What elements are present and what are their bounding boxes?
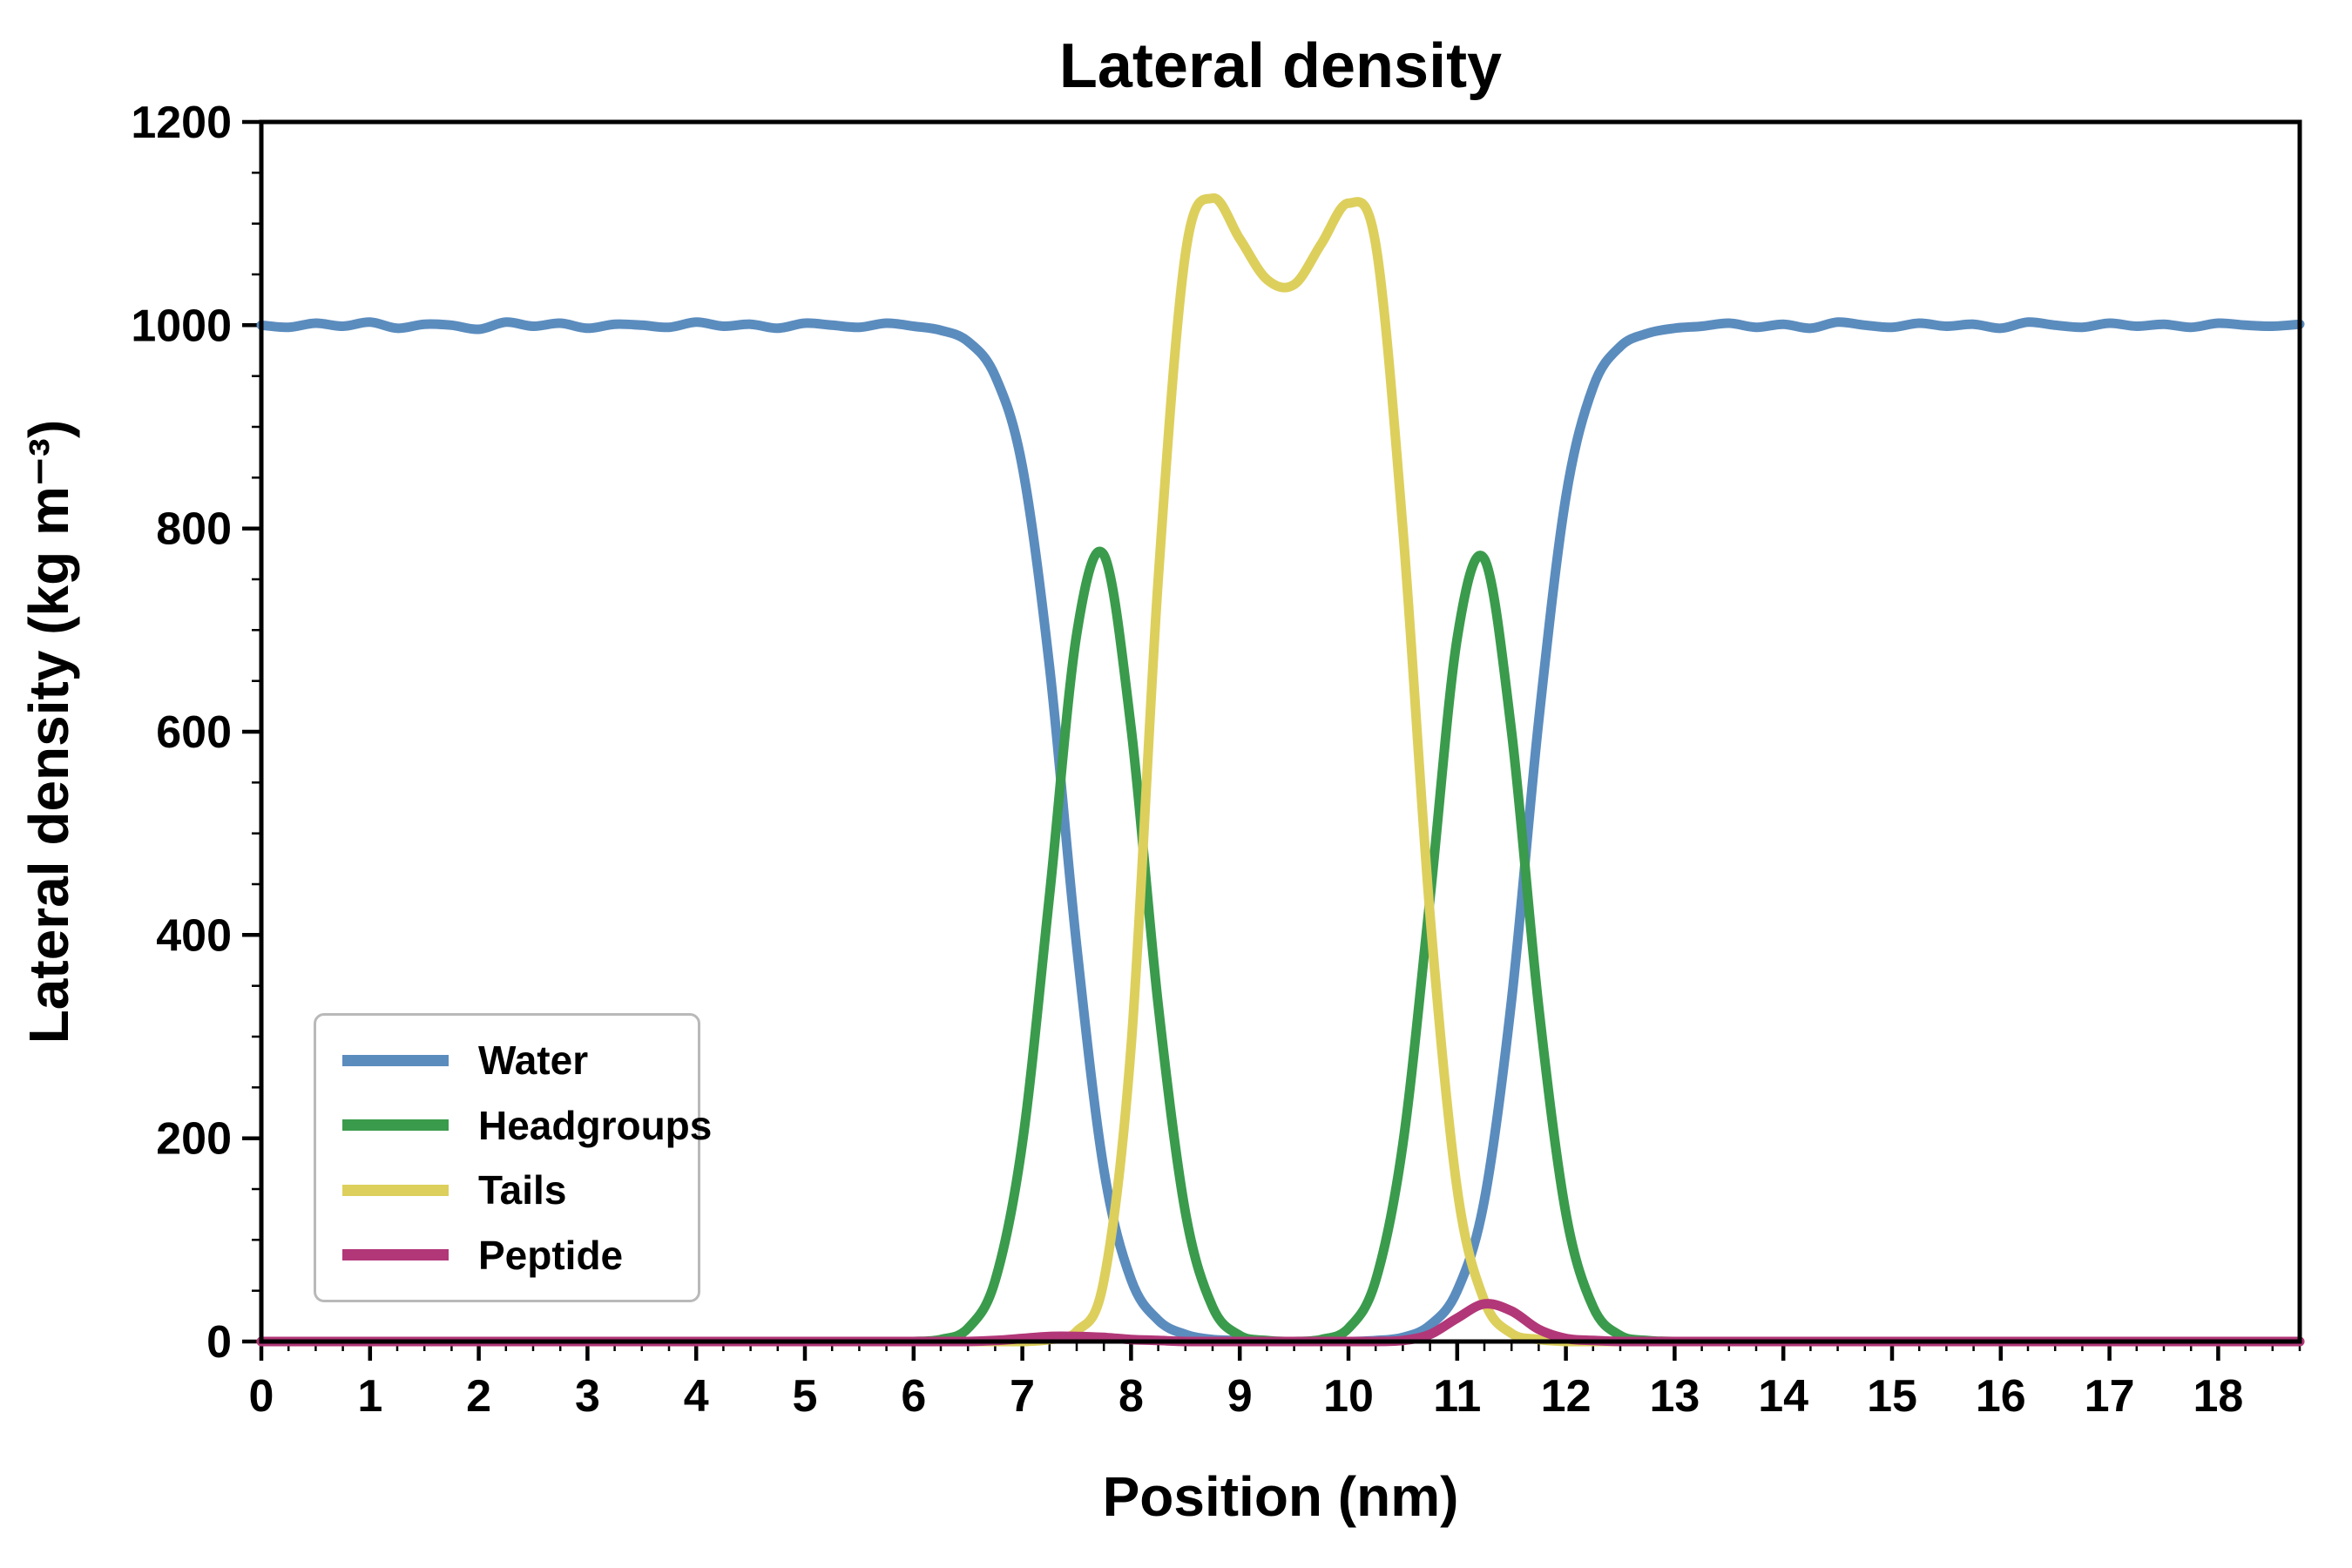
- legend-item-water: Water: [342, 1037, 672, 1084]
- x-tick-label: 3: [575, 1371, 600, 1422]
- legend-swatch-tails: [342, 1184, 449, 1196]
- y-tick-label: 1000: [131, 301, 232, 351]
- chart-title: Lateral density: [1059, 31, 1502, 101]
- x-tick-label: 16: [1976, 1371, 2026, 1422]
- y-tick-label: 1200: [131, 98, 232, 148]
- x-tick-label: 0: [249, 1371, 274, 1422]
- plot-area: 0 1 2 3 4 5 6 7 8 9 10 11 12 13 14 15 16 17 18020040060080…: [131, 98, 2305, 1422]
- y-tick-label: 600: [156, 707, 232, 758]
- x-tick-label: 9: [1227, 1371, 1253, 1422]
- y-tick-label: 800: [156, 504, 232, 555]
- legend-item-peptide: Peptide: [342, 1232, 672, 1279]
- legend-item-headgroups: Headgroups: [342, 1102, 712, 1149]
- axes-frame: [259, 119, 2302, 1344]
- legend-swatch-headgroups: [342, 1119, 449, 1132]
- y-tick-label: 0: [206, 1317, 232, 1368]
- legend-label-peptide: Peptide: [478, 1232, 624, 1278]
- x-tick-label: 4: [684, 1371, 709, 1422]
- x-tick-label: 11: [1433, 1371, 1481, 1422]
- legend-swatch-peptide: [342, 1249, 449, 1261]
- x-tick-label: 18: [2193, 1371, 2243, 1422]
- legend-item-tails: Tails: [342, 1166, 672, 1213]
- y-tick-label: 200: [156, 1114, 232, 1165]
- x-tick-label: 8: [1119, 1371, 1144, 1422]
- x-tick-label: 6: [901, 1371, 926, 1422]
- x-axis-label: Position (nm): [1103, 1465, 1459, 1528]
- x-tick-label: 5: [793, 1371, 818, 1422]
- x-tick-label: 2: [466, 1371, 491, 1422]
- x-tick-label: 14: [1758, 1371, 1808, 1422]
- x-tick-label: 10: [1323, 1371, 1374, 1422]
- legend: Water Headgroups Tails Peptide: [314, 1013, 712, 1302]
- y-axis-label: Lateral density (kg m⁻³): [17, 420, 80, 1044]
- legend-swatch-water: [342, 1054, 449, 1066]
- x-tick-label: 17: [2085, 1371, 2135, 1422]
- x-tick-label: 7: [1010, 1371, 1035, 1422]
- x-tick-label: 15: [1867, 1371, 1917, 1422]
- legend-label-water: Water: [478, 1037, 589, 1084]
- series-line-peptide: [256, 1299, 2305, 1347]
- x-tick-label: 1: [357, 1371, 382, 1422]
- x-tick-label: 13: [1649, 1371, 1700, 1422]
- y-tick-label: 400: [156, 910, 232, 961]
- legend-label-headgroups: Headgroups: [478, 1102, 713, 1148]
- legend-label-tails: Tails: [478, 1167, 567, 1213]
- x-tick-label: 12: [1541, 1371, 1592, 1422]
